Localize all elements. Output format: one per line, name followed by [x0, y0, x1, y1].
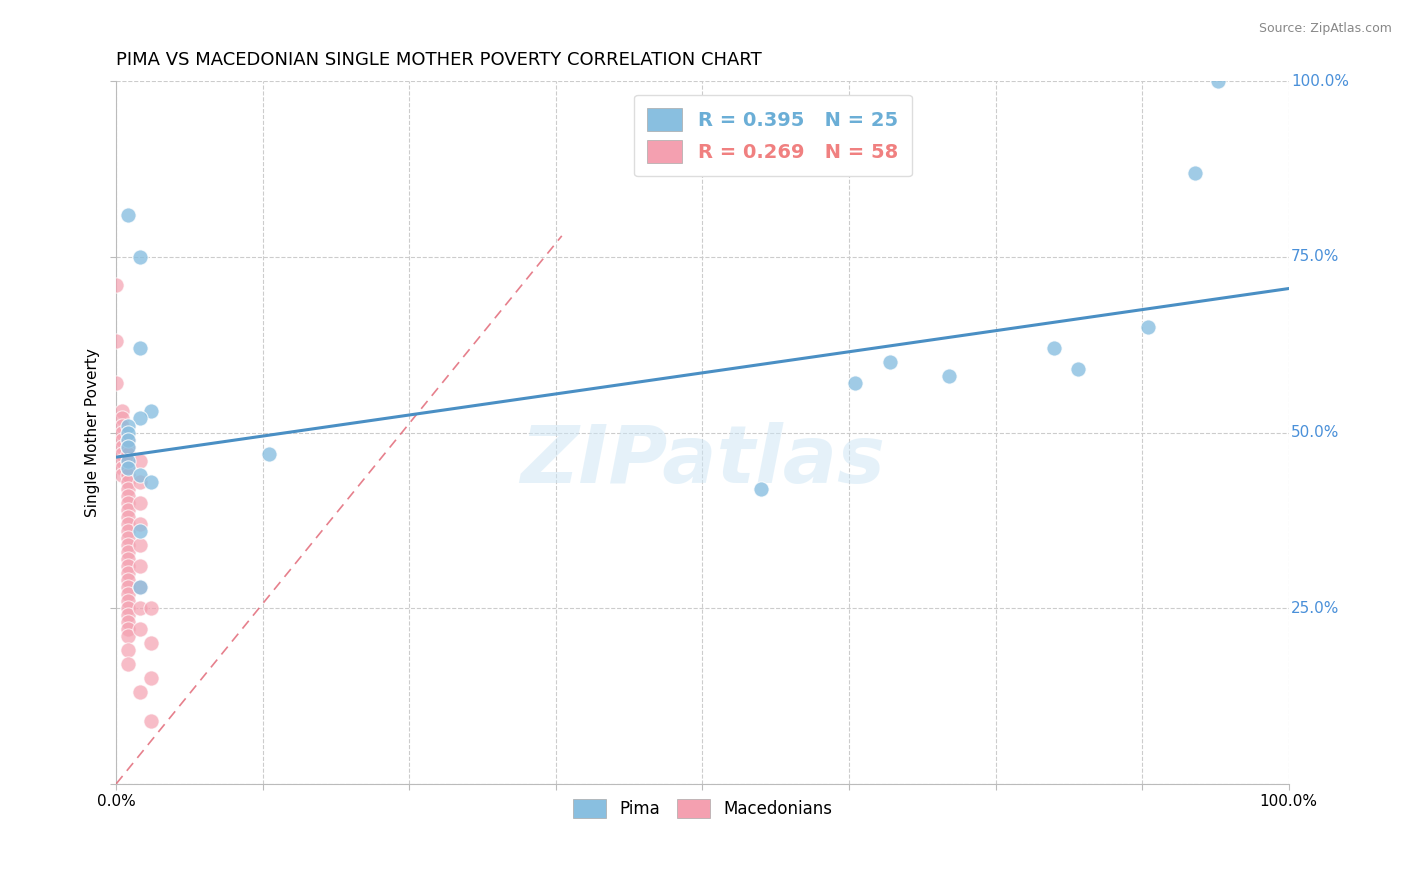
- Point: [117, 433, 139, 447]
- Point: [117, 573, 139, 587]
- Point: [117, 453, 139, 467]
- Point: [117, 608, 139, 623]
- Point: [128, 411, 150, 425]
- Point: [117, 467, 139, 482]
- Point: [105, 334, 128, 349]
- Point: [117, 460, 139, 475]
- Point: [141, 475, 163, 489]
- Point: [117, 433, 139, 447]
- Point: [111, 411, 134, 425]
- Point: [111, 453, 134, 467]
- Point: [128, 685, 150, 699]
- Y-axis label: Single Mother Poverty: Single Mother Poverty: [86, 348, 100, 517]
- Point: [128, 601, 150, 615]
- Point: [117, 615, 139, 630]
- Point: [1184, 166, 1206, 180]
- Point: [105, 278, 128, 293]
- Point: [111, 425, 134, 440]
- Point: [1066, 362, 1088, 376]
- Point: [1136, 320, 1159, 334]
- Point: [128, 580, 150, 594]
- Point: [844, 376, 866, 391]
- Point: [117, 622, 139, 636]
- Point: [1206, 74, 1229, 88]
- Point: [938, 369, 960, 384]
- Point: [105, 376, 128, 391]
- Point: [111, 460, 134, 475]
- Point: [117, 538, 139, 552]
- Point: [128, 622, 150, 636]
- Point: [111, 447, 134, 461]
- Point: [141, 672, 163, 686]
- Point: [117, 524, 139, 538]
- Point: [117, 559, 139, 574]
- Point: [128, 250, 150, 264]
- Point: [117, 503, 139, 517]
- Point: [117, 489, 139, 503]
- Point: [117, 475, 139, 489]
- Point: [117, 657, 139, 672]
- Point: [141, 636, 163, 650]
- Point: [128, 524, 150, 538]
- Point: [117, 460, 139, 475]
- Point: [749, 482, 772, 496]
- Point: [117, 208, 139, 222]
- Point: [128, 467, 150, 482]
- Point: [111, 440, 134, 454]
- Text: ZIPatlas: ZIPatlas: [520, 422, 884, 500]
- Point: [117, 594, 139, 608]
- Point: [128, 341, 150, 355]
- Text: Source: ZipAtlas.com: Source: ZipAtlas.com: [1258, 22, 1392, 36]
- Point: [117, 545, 139, 559]
- Point: [128, 496, 150, 510]
- Point: [141, 714, 163, 728]
- Point: [117, 425, 139, 440]
- Point: [117, 531, 139, 545]
- Point: [879, 355, 901, 369]
- Legend: Pima, Macedonians: Pima, Macedonians: [565, 792, 839, 824]
- Point: [111, 404, 134, 418]
- Point: [141, 404, 163, 418]
- Point: [117, 440, 139, 454]
- Point: [117, 509, 139, 524]
- Point: [128, 538, 150, 552]
- Point: [117, 440, 139, 454]
- Point: [117, 566, 139, 580]
- Point: [117, 601, 139, 615]
- Point: [117, 580, 139, 594]
- Text: 100.0%: 100.0%: [1291, 74, 1348, 89]
- Point: [117, 453, 139, 467]
- Point: [111, 418, 134, 433]
- Point: [117, 629, 139, 643]
- Point: [117, 643, 139, 657]
- Point: [117, 587, 139, 601]
- Point: [128, 475, 150, 489]
- Point: [117, 496, 139, 510]
- Point: [117, 418, 139, 433]
- Point: [111, 467, 134, 482]
- Point: [117, 482, 139, 496]
- Point: [117, 552, 139, 566]
- Point: [111, 433, 134, 447]
- Point: [128, 516, 150, 531]
- Point: [257, 447, 280, 461]
- Text: 25.0%: 25.0%: [1291, 600, 1340, 615]
- Point: [128, 580, 150, 594]
- Point: [117, 516, 139, 531]
- Point: [128, 453, 150, 467]
- Point: [128, 559, 150, 574]
- Text: 50.0%: 50.0%: [1291, 425, 1340, 440]
- Text: PIMA VS MACEDONIAN SINGLE MOTHER POVERTY CORRELATION CHART: PIMA VS MACEDONIAN SINGLE MOTHER POVERTY…: [117, 51, 762, 69]
- Point: [1043, 341, 1066, 355]
- Text: 75.0%: 75.0%: [1291, 250, 1340, 264]
- Point: [141, 601, 163, 615]
- Point: [117, 447, 139, 461]
